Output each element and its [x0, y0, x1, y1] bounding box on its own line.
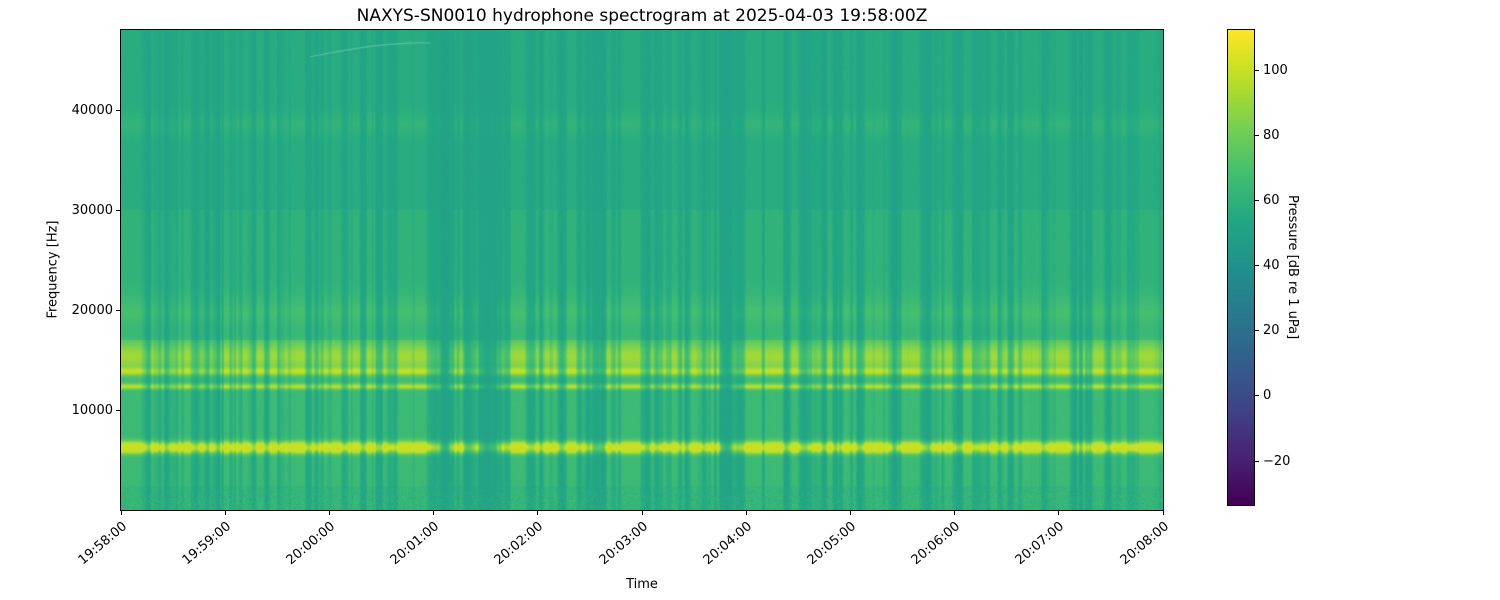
- x-tick-mark: [537, 510, 539, 515]
- colorbar-tick-mark: [1254, 265, 1259, 267]
- x-tick-label: 20:07:00: [1013, 519, 1068, 569]
- colorbar-tick-label: 80: [1263, 127, 1280, 143]
- colorbar-tick-mark: [1254, 199, 1259, 201]
- colorbar-tick-label: 100: [1263, 62, 1288, 78]
- colorbar-label: Pressure [dB re 1 uPa]: [1285, 195, 1300, 340]
- x-tick-mark: [745, 510, 747, 515]
- x-tick-label: 19:58:00: [75, 519, 130, 569]
- x-tick-mark: [1058, 510, 1060, 515]
- x-tick-mark: [849, 510, 851, 515]
- y-tick-label: 20000: [71, 302, 113, 318]
- x-tick-mark: [328, 510, 330, 515]
- x-tick-mark: [120, 510, 122, 515]
- colorbar-tick-mark: [1254, 330, 1259, 332]
- colorbar-tick-label: 0: [1263, 388, 1272, 404]
- colorbar-gradient-canvas: [1227, 29, 1255, 506]
- x-tick-mark: [433, 510, 435, 515]
- plot-title: NAXYS-SN0010 hydrophone spectrogram at 2…: [356, 6, 928, 26]
- x-tick-label: 20:02:00: [492, 519, 547, 569]
- x-tick-label: 20:03:00: [596, 519, 651, 569]
- x-tick-label: 20:08:00: [1117, 519, 1172, 569]
- y-tick-label: 30000: [71, 202, 113, 218]
- y-tick-mark: [116, 409, 121, 411]
- colorbar-tick-mark: [1254, 134, 1259, 136]
- x-tick-mark: [954, 510, 956, 515]
- y-tick-mark: [116, 109, 121, 111]
- x-tick-mark: [641, 510, 643, 515]
- colorbar-tick-mark: [1254, 460, 1259, 462]
- x-tick-label: 20:01:00: [387, 519, 443, 569]
- y-tick-mark: [116, 309, 121, 311]
- x-tick-label: 19:59:00: [179, 519, 234, 569]
- x-tick-mark: [1162, 510, 1164, 515]
- x-tick-label: 20:00:00: [283, 519, 339, 569]
- y-tick-label: 40000: [71, 102, 113, 118]
- y-tick-label: 10000: [71, 402, 113, 418]
- y-tick-mark: [116, 209, 121, 211]
- x-tick-label: 20:06:00: [908, 519, 964, 569]
- colorbar-tick-label: 40: [1263, 258, 1280, 274]
- x-tick-label: 20:04:00: [700, 519, 755, 569]
- x-tick-mark: [224, 510, 226, 515]
- colorbar-tick-mark: [1254, 69, 1259, 71]
- spectrogram-heatmap-canvas: [120, 29, 1164, 511]
- x-tick-label: 20:05:00: [804, 519, 860, 569]
- colorbar-tick-label: 20: [1263, 323, 1280, 339]
- colorbar-tick-label: −20: [1263, 453, 1291, 469]
- colorbar-tick-mark: [1254, 395, 1259, 397]
- colorbar-tick-label: 60: [1263, 192, 1280, 208]
- x-axis-label: Time: [626, 577, 658, 592]
